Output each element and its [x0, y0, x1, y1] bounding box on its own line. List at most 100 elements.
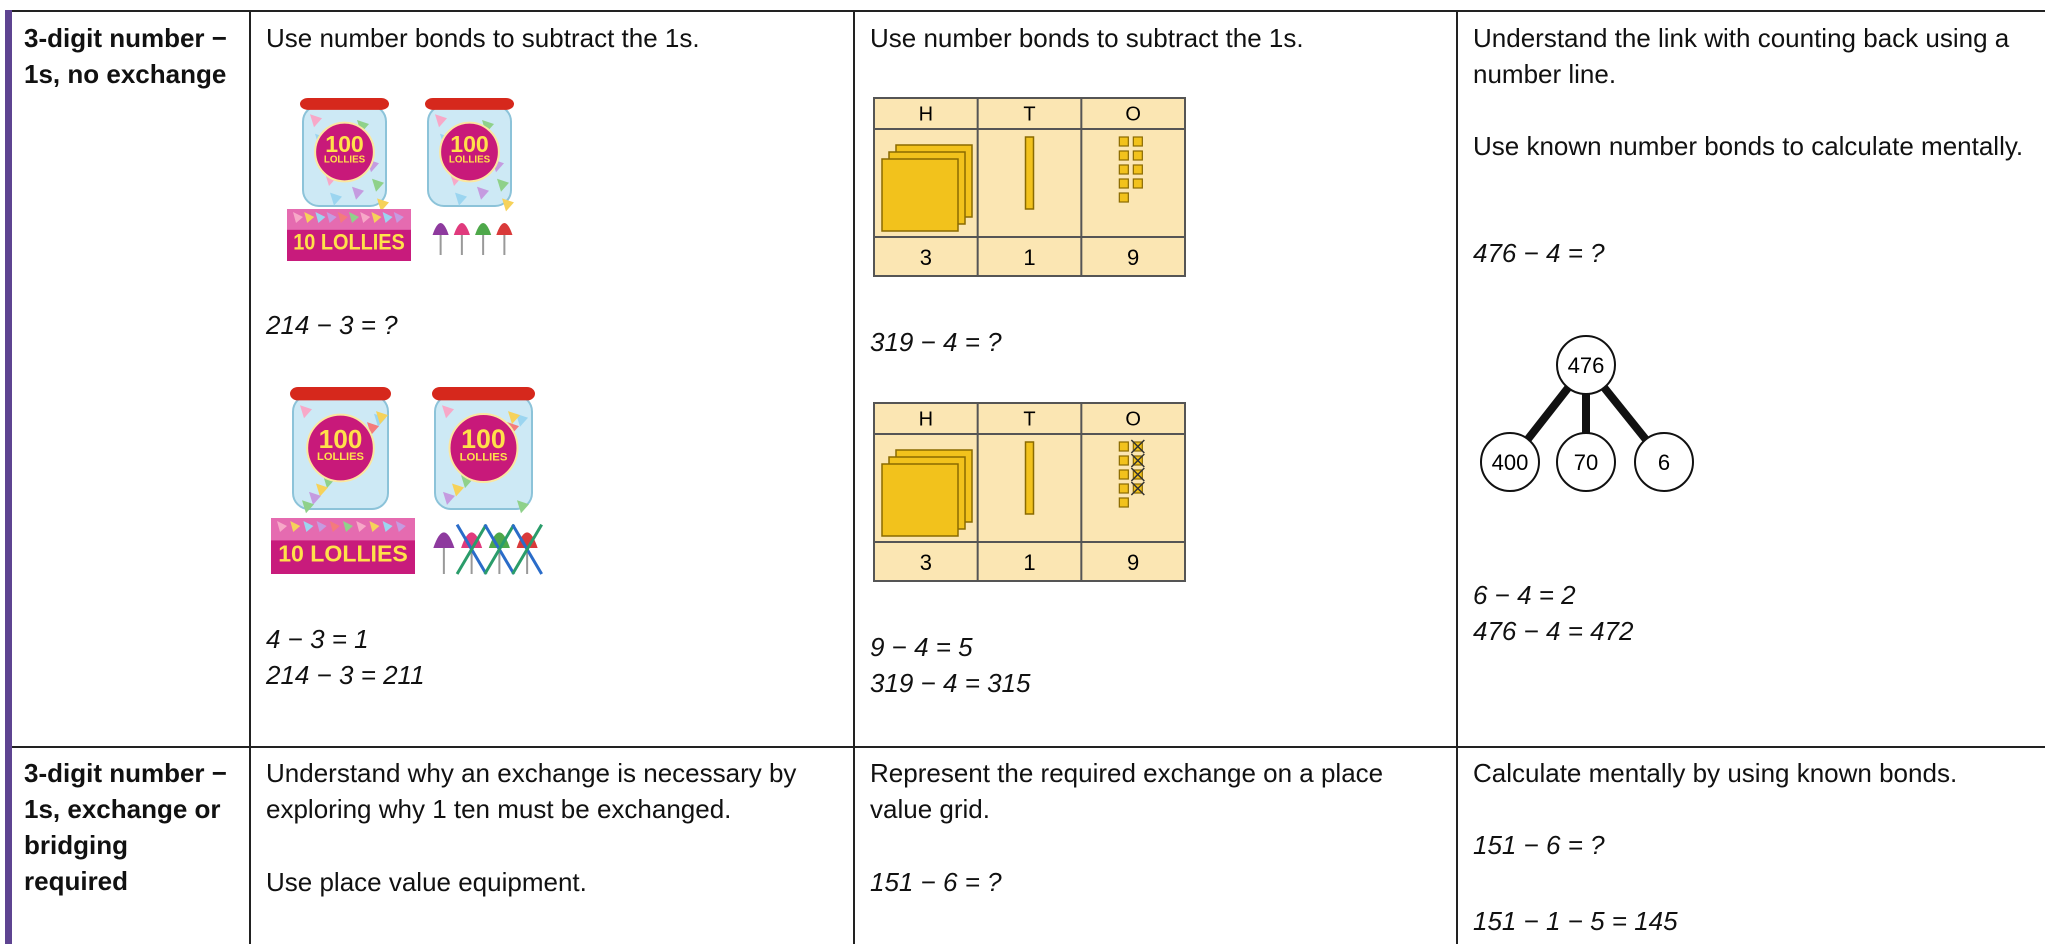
cell-text: Use place value equipment. — [266, 867, 587, 897]
row-heading: 3-digit number − 1s, exchange or bridgin… — [24, 758, 227, 896]
confetti — [300, 405, 312, 419]
equation: 4 − 3 = 1 — [266, 624, 369, 654]
confetti — [290, 521, 301, 532]
one-cube — [1118, 455, 1129, 466]
equation: 151 − 1 − 5 = 145 — [1473, 906, 1678, 936]
cross — [1130, 453, 1145, 468]
pw-circle — [1634, 432, 1694, 492]
one-cube — [1132, 150, 1143, 161]
confetti — [352, 186, 364, 200]
cross — [483, 523, 516, 575]
equation: 476 − 4 = 472 — [1473, 616, 1634, 646]
pv-header: H — [919, 408, 933, 430]
confetti — [455, 192, 467, 206]
confetti — [477, 186, 489, 200]
jar-word: LOLLIES — [460, 451, 508, 463]
working: 6 − 4 = 2 476 − 4 = 472 — [1473, 577, 2038, 649]
confetti — [517, 500, 529, 514]
jar-word: LOLLIES — [317, 451, 364, 463]
cross — [511, 523, 543, 575]
confetti — [316, 483, 328, 497]
confetti — [277, 521, 287, 532]
confetti — [382, 521, 393, 532]
one-cube — [1118, 497, 1129, 508]
pw-circle — [1556, 335, 1616, 395]
pv-digit: 9 — [1127, 550, 1139, 575]
confetti — [304, 212, 315, 223]
confetti — [516, 413, 528, 427]
cell-text: Understand the link with counting back u… — [1473, 23, 2010, 89]
confetti — [337, 212, 348, 223]
one-cube — [1118, 192, 1129, 203]
one-cube — [1118, 164, 1129, 175]
pv-header: T — [1023, 408, 1035, 430]
working: 9 − 4 = 5 319 − 4 = 315 — [870, 629, 1435, 701]
confetti — [376, 411, 388, 425]
equation: 319 − 4 = ? — [870, 327, 1002, 357]
cell-text: Use number bonds to subtract the 1s. — [266, 23, 700, 53]
confetti — [310, 114, 322, 128]
pw-part: 400 — [1492, 450, 1529, 475]
one-cube — [1118, 441, 1129, 452]
pw-circle — [1556, 432, 1616, 492]
confetti — [443, 491, 455, 505]
confetti — [315, 212, 326, 223]
lolly — [453, 223, 470, 235]
jar-number: 100 — [319, 424, 363, 454]
pv-digit: 9 — [1127, 245, 1139, 270]
confetti — [497, 178, 509, 192]
confetti — [508, 411, 520, 425]
cell-text: Use number bonds to subtract the 1s. — [870, 23, 1304, 53]
one-cube — [1118, 178, 1129, 189]
pw-part: 6 — [1658, 450, 1670, 475]
jar-lid — [290, 387, 391, 401]
cell-text: Calculate mentally by using known bonds. — [1473, 758, 1958, 788]
jar-word: LOLLIES — [449, 155, 491, 166]
lolly — [461, 532, 483, 548]
cell-text: Use known number bonds to calculate ment… — [1473, 131, 2024, 161]
pv-header: T — [1023, 103, 1035, 125]
pv-digit: 3 — [920, 550, 932, 575]
one-cube — [1118, 483, 1129, 494]
confetti — [502, 198, 514, 212]
equation: 6 − 4 = 2 — [1473, 580, 1576, 610]
one-cube — [1118, 136, 1129, 147]
pack-label: 10 LOLLIES — [278, 541, 408, 567]
confetti — [372, 178, 384, 192]
equation: 151 − 6 = ? — [1473, 830, 1605, 860]
pw-part: 70 — [1574, 450, 1598, 475]
working: 4 − 3 = 1 214 − 3 = 211 — [266, 621, 831, 693]
cross — [455, 523, 488, 575]
row-heading: 3-digit number − 1s, no exchange — [24, 23, 227, 89]
pv-digit: 3 — [920, 245, 932, 270]
cross — [1130, 467, 1145, 482]
jar-lid — [432, 387, 535, 401]
confetti — [371, 212, 382, 223]
confetti — [395, 521, 406, 532]
jar-label — [306, 413, 375, 483]
lolly — [488, 532, 510, 548]
equation: 214 − 3 = 211 — [266, 660, 425, 690]
confetti — [302, 500, 314, 514]
one-cube — [1132, 136, 1143, 147]
cross — [1130, 481, 1145, 496]
confetti — [316, 521, 327, 532]
equation: 319 − 4 = 315 — [870, 668, 1031, 698]
confetti — [329, 521, 340, 532]
left-accent — [5, 10, 12, 944]
confetti — [356, 521, 367, 532]
one-cube — [1132, 164, 1143, 175]
one-cube — [1118, 469, 1129, 480]
pw-circle — [1480, 432, 1540, 492]
pv-header: O — [1125, 103, 1141, 125]
hundred-block — [881, 158, 959, 232]
confetti — [377, 198, 389, 212]
equation: 151 − 6 = ? — [870, 867, 1002, 897]
confetti — [435, 114, 447, 128]
one-cube — [1118, 150, 1129, 161]
confetti — [369, 521, 380, 532]
one-cube — [1132, 178, 1143, 189]
jar-number: 100 — [325, 131, 364, 157]
pw-whole: 476 — [1568, 353, 1605, 378]
